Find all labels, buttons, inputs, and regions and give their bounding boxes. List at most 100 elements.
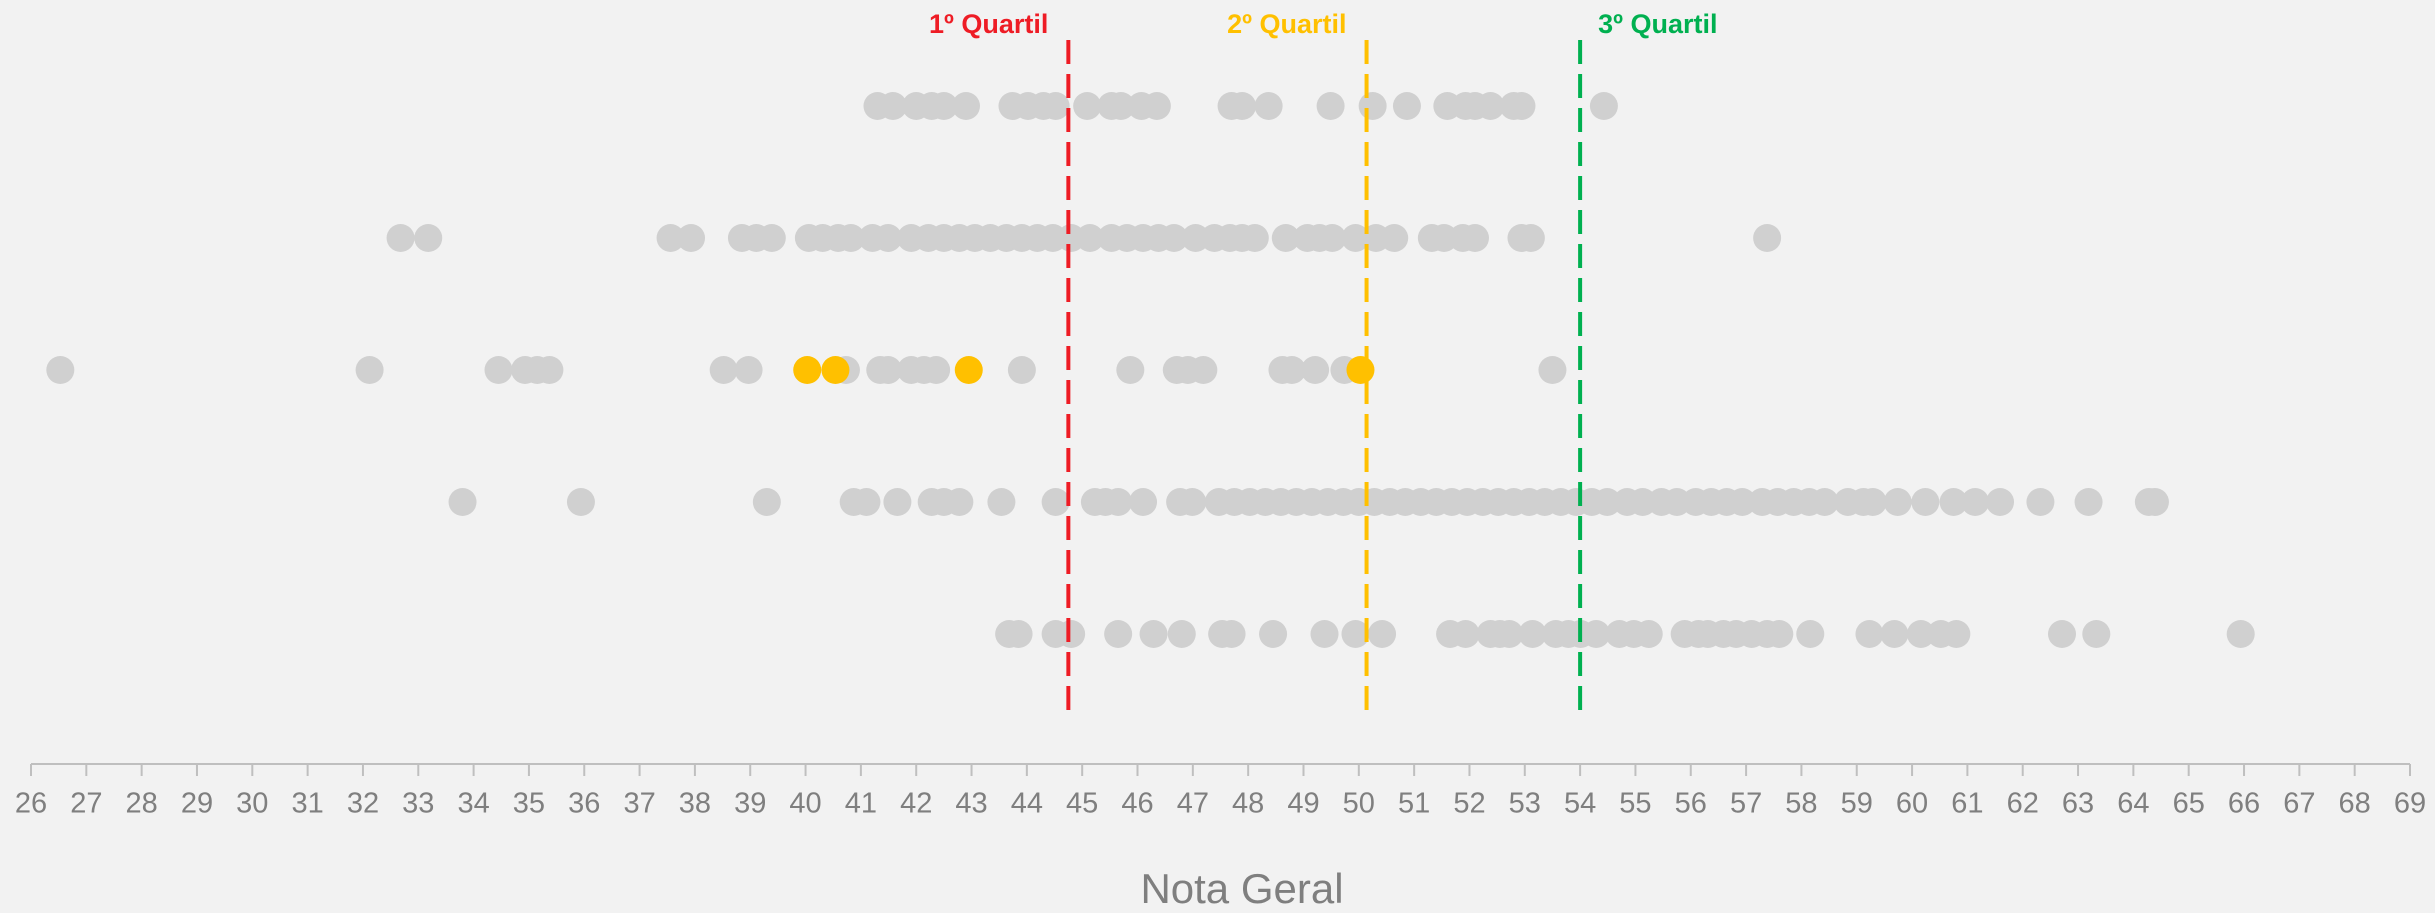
x-tick-label: 46 [1121, 788, 1153, 820]
dot [2082, 620, 2111, 648]
dot [1116, 356, 1145, 384]
dot [1518, 620, 1547, 648]
x-tick-label: 45 [1066, 788, 1098, 820]
dot [878, 92, 907, 120]
dot [535, 356, 564, 384]
dot [1582, 620, 1611, 648]
dot [929, 92, 958, 120]
dot [2226, 620, 2255, 648]
x-tick-label: 65 [2173, 788, 2205, 820]
x-tick-label: 27 [70, 788, 102, 820]
dot [1380, 224, 1409, 252]
dot [709, 356, 738, 384]
x-tick-label: 26 [15, 788, 47, 820]
dot [1516, 224, 1545, 252]
dot [448, 488, 477, 516]
dot [1942, 620, 1971, 648]
dot [1883, 488, 1912, 516]
x-tick-label: 59 [1841, 788, 1873, 820]
x-tick-label: 54 [1564, 788, 1596, 820]
dot [1961, 488, 1990, 516]
x-tick-label: 41 [845, 788, 877, 820]
x-tick-label: 40 [789, 788, 821, 820]
dot [1358, 92, 1387, 120]
x-tick-label: 31 [291, 788, 323, 820]
dot [386, 224, 415, 252]
dot [1538, 356, 1567, 384]
x-tick-label: 29 [181, 788, 213, 820]
quartile-label: 2º Quartil [1227, 9, 1346, 39]
x-tick-label: 63 [2062, 788, 2094, 820]
dot [1728, 488, 1757, 516]
dot [1167, 620, 1196, 648]
dot [2140, 488, 2169, 516]
dot [1104, 488, 1133, 516]
highlight-dot [821, 356, 850, 384]
dot [757, 224, 786, 252]
dot [1906, 620, 1935, 648]
dot [1259, 620, 1288, 648]
dot [1104, 620, 1133, 648]
x-tick-label: 36 [568, 788, 600, 820]
dot [1129, 488, 1158, 516]
x-tick-label: 57 [1730, 788, 1762, 820]
dot [484, 356, 513, 384]
highlight-dot [793, 356, 822, 384]
x-tick-label: 56 [1675, 788, 1707, 820]
dot [1240, 224, 1269, 252]
dot [1041, 92, 1070, 120]
dot [883, 488, 912, 516]
dot [2074, 488, 2103, 516]
dot [414, 224, 443, 252]
dot [1341, 620, 1370, 648]
x-tick-label: 53 [1509, 788, 1541, 820]
dot [656, 224, 685, 252]
x-tick-label: 32 [347, 788, 379, 820]
x-tick-label: 64 [2117, 788, 2149, 820]
x-tick-label: 58 [1785, 788, 1817, 820]
quartile-label: 3º Quartil [1598, 9, 1717, 39]
dot [987, 488, 1016, 516]
dot [566, 488, 595, 516]
dot [1495, 620, 1524, 648]
dot [1106, 92, 1135, 120]
x-tick-label: 60 [1896, 788, 1928, 820]
x-tick-label: 66 [2228, 788, 2260, 820]
dot [46, 356, 75, 384]
dot [1004, 620, 1033, 648]
highlight-dot [1346, 356, 1375, 384]
dot [1507, 92, 1536, 120]
dot [1810, 488, 1839, 516]
dot [1007, 356, 1036, 384]
dot [1855, 620, 1884, 648]
x-tick-label: 67 [2283, 788, 2315, 820]
dot [1939, 488, 1968, 516]
dot [952, 92, 981, 120]
dot [1073, 92, 1102, 120]
dot [1310, 620, 1339, 648]
dot [2026, 488, 2055, 516]
dot [1880, 620, 1909, 648]
dot [677, 224, 706, 252]
dot [1316, 92, 1345, 120]
dot [1178, 488, 1207, 516]
x-tick-label: 49 [1287, 788, 1319, 820]
x-axis-label: Nota Geral [1140, 865, 1343, 912]
dot [1753, 224, 1782, 252]
dot [1986, 488, 2015, 516]
dot [1075, 224, 1104, 252]
dot [852, 488, 881, 516]
x-tick-label: 47 [1177, 788, 1209, 820]
x-tick-label: 39 [734, 788, 766, 820]
x-tick-label: 62 [2007, 788, 2039, 820]
dot [873, 356, 902, 384]
dot [355, 356, 384, 384]
dot [1476, 92, 1505, 120]
x-tick-label: 34 [457, 788, 489, 820]
quartile-label: 1º Quartil [929, 9, 1048, 39]
dot [1451, 620, 1480, 648]
dot [1634, 620, 1663, 648]
dot [1189, 356, 1218, 384]
